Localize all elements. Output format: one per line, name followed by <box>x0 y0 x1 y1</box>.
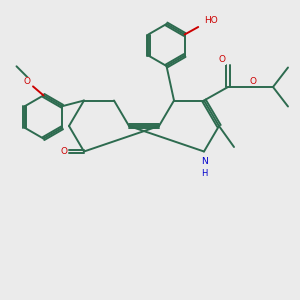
Text: HO: HO <box>204 16 218 25</box>
Text: N: N <box>201 158 207 166</box>
Text: H: H <box>201 169 207 178</box>
Text: O: O <box>60 147 67 156</box>
Text: O: O <box>218 56 226 64</box>
Text: O: O <box>249 76 256 85</box>
Text: O: O <box>23 77 31 86</box>
